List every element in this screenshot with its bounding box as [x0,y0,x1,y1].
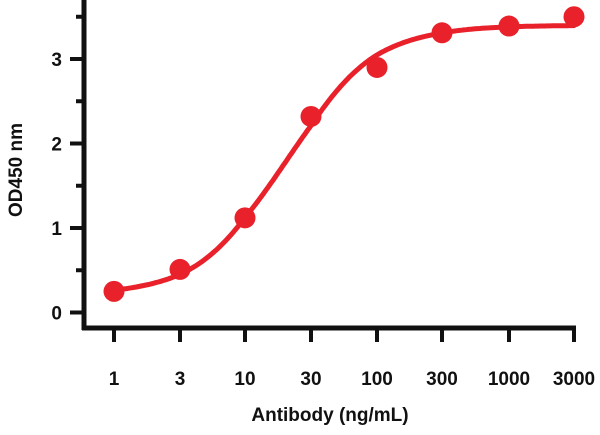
fit-curve [104,23,577,294]
data-point [431,22,453,44]
data-point [366,56,388,78]
data-points [103,6,585,302]
data-point [234,207,256,229]
x-tick-labels: 1 3 10 30 100 300 1000 3000 [109,369,595,390]
x-tick-label: 30 [300,369,321,390]
x-tick-label: 300 [426,369,458,390]
y-tick-label: 2 [51,135,62,156]
y-tick-label: 0 [51,304,62,325]
data-point [103,280,125,302]
x-tick-label: 1000 [488,369,530,390]
x-tick-label: 1 [109,369,120,390]
data-point [300,105,322,127]
x-tick-label: 100 [361,369,393,390]
data-point [563,6,585,28]
y-tick-labels: 0 1 2 3 [51,50,62,325]
axes [70,0,576,342]
data-point [498,15,520,37]
x-tick-label: 10 [234,369,255,390]
y-tick-label: 3 [51,50,62,71]
y-tick-label: 1 [51,219,62,240]
y-axis-label: OD450 nm [6,123,27,217]
data-point [169,258,191,280]
x-axis-label: Antibody (ng/mL) [251,405,408,426]
x-tick-label: 3000 [553,369,595,390]
x-tick-label: 3 [175,369,186,390]
